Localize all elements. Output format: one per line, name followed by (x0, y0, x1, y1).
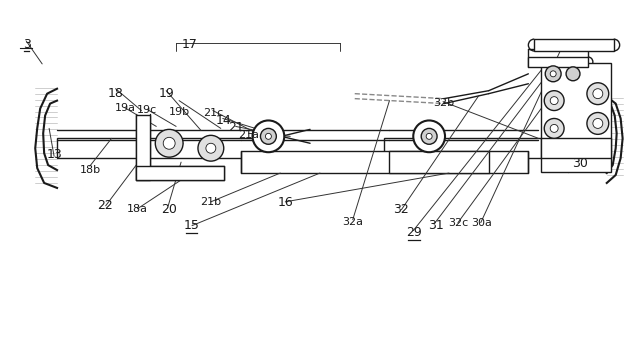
Text: 32a: 32a (342, 217, 364, 227)
Text: 30a: 30a (472, 218, 492, 228)
Text: 21: 21 (228, 121, 244, 134)
Bar (541, 138, 611, 158)
Bar (541, 158, 558, 172)
Circle shape (206, 143, 216, 153)
Circle shape (587, 83, 609, 105)
Text: 31: 31 (428, 219, 444, 232)
Bar (385, 138, 603, 158)
Circle shape (266, 134, 271, 139)
Circle shape (566, 67, 580, 81)
Text: 16: 16 (277, 195, 293, 209)
Bar (534, 39, 614, 51)
Text: 19a: 19a (115, 103, 136, 113)
Circle shape (593, 118, 603, 129)
Text: 18a: 18a (127, 204, 148, 214)
Bar (541, 63, 611, 172)
Text: 32b: 32b (433, 98, 454, 108)
Bar (57, 138, 275, 158)
Text: 21a: 21a (238, 130, 259, 140)
Bar (255, 129, 282, 143)
Circle shape (163, 137, 175, 149)
Circle shape (544, 91, 564, 111)
Text: 15: 15 (184, 219, 200, 232)
Text: 19: 19 (159, 87, 174, 100)
Circle shape (426, 134, 432, 139)
Text: 18: 18 (108, 87, 124, 100)
Text: 14: 14 (216, 114, 231, 127)
Circle shape (198, 135, 224, 161)
Text: 3: 3 (22, 38, 31, 50)
Text: 22: 22 (97, 199, 113, 212)
Circle shape (253, 120, 284, 152)
Circle shape (550, 71, 556, 77)
Circle shape (421, 129, 437, 144)
Text: 19b: 19b (168, 107, 189, 116)
Circle shape (587, 112, 609, 134)
Bar (385, 138, 603, 158)
Bar (541, 138, 611, 158)
Text: 17: 17 (182, 38, 198, 50)
Circle shape (545, 66, 561, 82)
Text: 32: 32 (394, 203, 409, 216)
Text: 21c: 21c (203, 108, 223, 118)
Text: 18b: 18b (79, 165, 100, 175)
Bar (390, 151, 529, 173)
Bar (390, 151, 529, 173)
Circle shape (550, 125, 558, 132)
Bar (541, 158, 558, 172)
Bar (241, 151, 489, 173)
Bar (414, 129, 440, 143)
Circle shape (413, 120, 445, 152)
Text: 21b: 21b (200, 197, 221, 207)
Bar (136, 116, 150, 180)
Circle shape (550, 97, 558, 105)
Text: 32c: 32c (448, 218, 468, 228)
Circle shape (593, 89, 603, 98)
Bar (241, 151, 489, 173)
Circle shape (260, 129, 276, 144)
Bar (136, 166, 224, 180)
Circle shape (544, 118, 564, 138)
Bar (529, 57, 588, 67)
Text: 13: 13 (47, 147, 63, 161)
Text: 20: 20 (161, 203, 177, 216)
Circle shape (156, 129, 183, 157)
Bar (57, 138, 275, 158)
Text: 30: 30 (572, 156, 588, 170)
Text: 19c: 19c (137, 105, 157, 115)
Text: 29: 29 (406, 227, 422, 240)
